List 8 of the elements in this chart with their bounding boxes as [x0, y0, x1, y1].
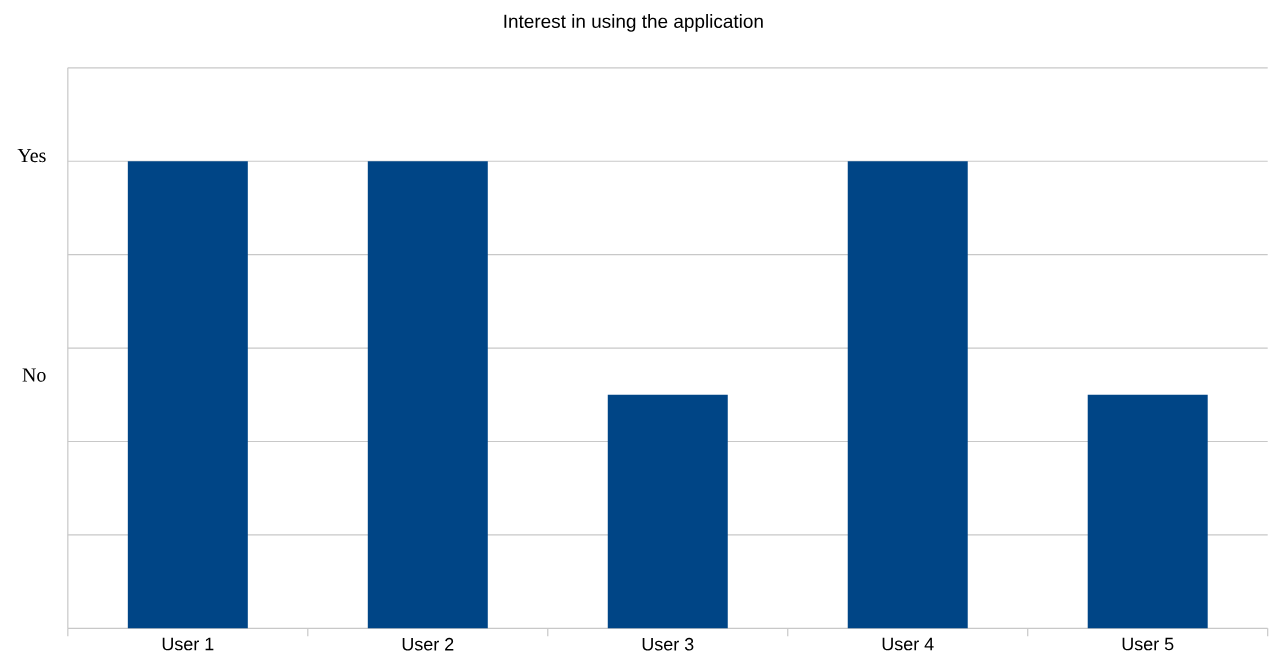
- x-tick-label: User 1: [162, 637, 214, 651]
- x-tick-label: User 3: [642, 637, 694, 651]
- x-tick-label: User 2: [402, 637, 454, 651]
- chart-title: Interest in using the application: [504, 13, 763, 32]
- x-tick-label: User 5: [1122, 637, 1174, 651]
- text: Yes: [17, 148, 46, 163]
- text: No: [22, 368, 46, 382]
- x-tick-label: User 4: [882, 637, 934, 651]
